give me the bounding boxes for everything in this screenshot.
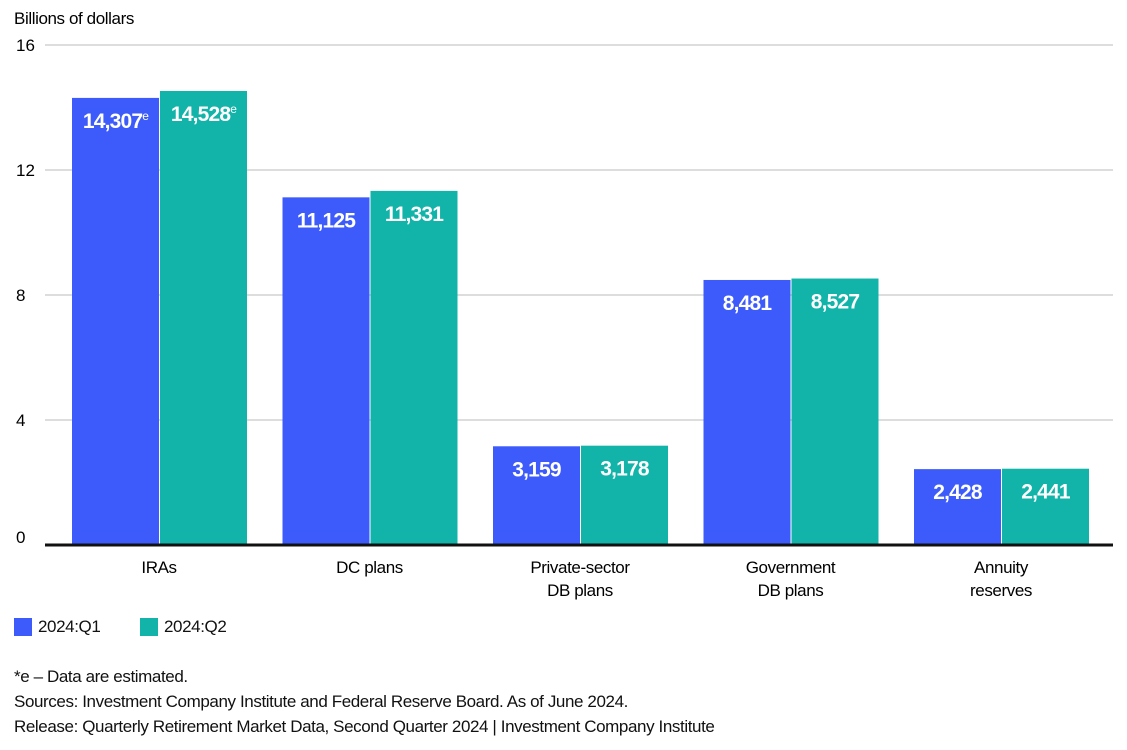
legend-label-q1: 2024:Q1 xyxy=(38,617,101,636)
legend-item-q1: 2024:Q1 xyxy=(14,617,101,637)
y-tick-label: 0 xyxy=(16,528,25,547)
legend-swatch-q2 xyxy=(140,618,158,636)
footnote-sources: Sources: Investment Company Institute an… xyxy=(14,692,628,711)
legend-swatch-q1 xyxy=(14,618,32,636)
x-tick-label: DB plans xyxy=(547,581,613,600)
y-axis-label: Billions of dollars xyxy=(14,9,134,28)
y-tick-label: 12 xyxy=(16,161,35,180)
data-label: 14,307e xyxy=(83,109,149,133)
data-label: 11,331 xyxy=(385,203,444,226)
x-tick-label: DC plans xyxy=(336,558,403,577)
data-label: 3,178 xyxy=(600,458,650,481)
bar-q2 xyxy=(581,445,668,545)
x-tick-label: DB plans xyxy=(758,581,824,600)
legend-label-q2: 2024:Q2 xyxy=(164,617,227,636)
x-tick-label: IRAs xyxy=(141,558,176,577)
bar-q1 xyxy=(914,469,1001,545)
x-tick-label: reserves xyxy=(970,581,1032,600)
data-label: 11,125 xyxy=(297,209,356,232)
bar-q1 xyxy=(72,97,159,545)
data-label: 2,428 xyxy=(933,481,983,504)
bar-chart: Billions of dollars 0 4 8 12 16 14,307e 14,528e… xyxy=(14,9,1113,600)
y-tick-label: 8 xyxy=(16,286,25,305)
data-label: 3,159 xyxy=(512,458,561,481)
bar-q2 xyxy=(160,91,247,545)
data-label: 2,441 xyxy=(1021,481,1071,504)
footnote-release: Release: Quarterly Retirement Market Dat… xyxy=(14,717,715,736)
x-tick-label: Private-sector xyxy=(530,558,630,577)
data-label: 14,528e xyxy=(171,102,237,126)
bar-q1 xyxy=(493,446,580,545)
y-tick-label: 4 xyxy=(16,411,25,430)
bar-q1 xyxy=(282,197,370,545)
y-tick-label: 16 xyxy=(16,36,35,55)
x-tick-label: Government xyxy=(746,558,836,577)
legend-item-q2: 2024:Q2 xyxy=(140,617,227,637)
data-label: 8,527 xyxy=(811,291,860,314)
bar-q2 xyxy=(1002,468,1089,545)
footnote-estimate: *e – Data are estimated. xyxy=(14,667,188,686)
bar-q2 xyxy=(791,278,879,545)
data-label: 8,481 xyxy=(723,292,773,315)
bar-q2 xyxy=(370,190,458,545)
bar-q1 xyxy=(703,279,791,545)
x-tick-label: Annuity xyxy=(974,558,1029,577)
